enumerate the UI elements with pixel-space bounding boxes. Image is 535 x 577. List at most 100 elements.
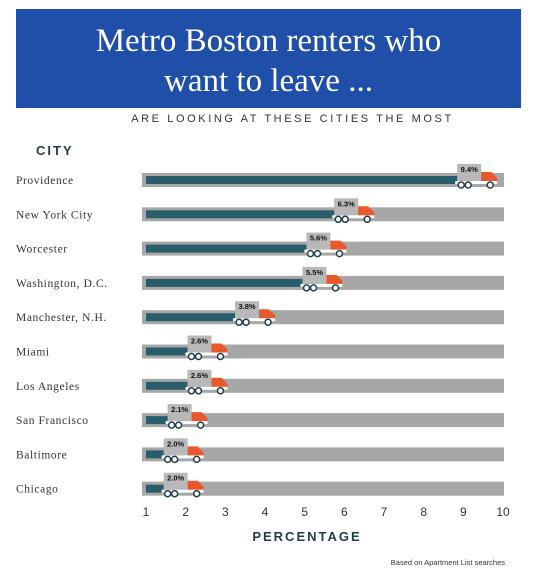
truck-wheel (170, 455, 179, 464)
y-axis-header: CITY (36, 143, 74, 158)
bar-track (142, 481, 504, 496)
truck-wheel (331, 284, 340, 292)
x-tick-label: 1 (143, 505, 150, 519)
truck-wheel (457, 181, 465, 189)
title-banner: Metro Boston renters who want to leave .… (16, 9, 521, 108)
truck-wheel (235, 318, 243, 326)
bar-track (142, 344, 504, 359)
category-label: Worcester (16, 244, 68, 256)
truck-box (302, 266, 327, 284)
truck-chassis (165, 421, 208, 425)
category-label: New York City (16, 209, 93, 221)
truck-wheel (264, 318, 272, 326)
truck-chassis (161, 455, 204, 459)
x-tick-label: 10 (496, 505, 510, 519)
truck-wheel (167, 421, 176, 429)
bar (146, 347, 202, 356)
truck-wheel (309, 284, 318, 292)
truck-wheel (192, 489, 201, 498)
bar (146, 244, 321, 253)
bar (146, 381, 202, 390)
category-label: San Francisco (16, 415, 89, 427)
truck-chassis (455, 181, 498, 184)
value-label: 2.0% (167, 439, 184, 448)
x-tick-label: 4 (262, 505, 269, 519)
title-line-1: Metro Boston renters who (95, 23, 442, 59)
truck-chassis (185, 352, 228, 356)
truck-box (306, 232, 331, 250)
bar (146, 210, 349, 219)
bar (146, 278, 317, 287)
category-label: Providence (16, 175, 74, 187)
value-label: 6.3% (338, 199, 355, 208)
bar (146, 176, 472, 184)
value-label: 2.6% (191, 337, 208, 346)
category-label: Chicago (16, 484, 59, 496)
value-label: 2.0% (167, 474, 184, 483)
truck-wheel (464, 181, 472, 189)
truck-wheel (302, 284, 311, 292)
x-tick-label: 6 (341, 505, 348, 519)
title-line-2: want to leave ... (164, 63, 373, 99)
truck-box (163, 438, 188, 456)
truck-chassis (304, 249, 347, 253)
truck-box (235, 301, 260, 319)
truck-box (457, 164, 482, 181)
truck-wheel (313, 249, 322, 258)
category-label: Los Angeles (16, 381, 80, 393)
truck-wheel (341, 215, 349, 224)
value-label: 9.4% (461, 165, 478, 174)
truck-wheel (187, 387, 196, 395)
value-label: 2.6% (191, 371, 208, 380)
category-label: Miami (16, 347, 50, 359)
truck-wheel (216, 387, 225, 395)
truck-box (334, 198, 359, 216)
truck-wheel (486, 181, 494, 189)
category-label: Manchester, N.H. (16, 312, 107, 324)
truck-wheel (194, 387, 203, 395)
truck-wheel (163, 489, 172, 498)
bar (146, 416, 182, 425)
bar (146, 450, 178, 459)
x-axis-label: PERCENTAGE (252, 529, 362, 544)
value-label: 2.1% (171, 405, 188, 414)
truck-wheel (170, 489, 179, 498)
truck-wheel (306, 249, 315, 258)
value-label: 5.6% (310, 234, 327, 243)
truck-chassis (332, 215, 375, 219)
bar-track (142, 413, 504, 428)
truck-wheel (194, 352, 203, 361)
truck-box (187, 369, 212, 387)
value-label: 3.8% (239, 302, 256, 311)
category-label: Baltimore (16, 449, 67, 461)
truck-box (167, 404, 192, 422)
x-tick-label: 7 (381, 505, 388, 519)
x-tick-label: 5 (301, 505, 308, 519)
category-label: Washington, D.C. (16, 278, 108, 290)
truck-wheel (187, 352, 196, 361)
x-tick-label: 9 (460, 505, 467, 519)
bar (146, 313, 250, 322)
truck-box (163, 472, 188, 490)
truck-wheel (163, 455, 172, 464)
x-tick-label: 3 (222, 505, 229, 519)
value-label: 5.5% (306, 268, 323, 277)
truck-wheel (216, 352, 225, 361)
truck-wheel (363, 215, 371, 224)
truck-wheel (242, 318, 250, 326)
source-note: Based on Apartment List searches (390, 558, 505, 567)
truck-wheel (335, 249, 344, 258)
truck-wheel (334, 215, 342, 224)
bar (146, 484, 178, 493)
truck-wheel (192, 455, 201, 464)
truck-wheel (174, 421, 183, 429)
truck-chassis (300, 283, 343, 287)
truck-chassis (233, 318, 276, 322)
bar-track (142, 378, 504, 393)
bar-track (142, 447, 504, 462)
truck-chassis (161, 489, 204, 493)
x-tick-label: 2 (182, 505, 189, 519)
truck-box (187, 335, 212, 353)
x-tick-label: 8 (420, 505, 427, 519)
